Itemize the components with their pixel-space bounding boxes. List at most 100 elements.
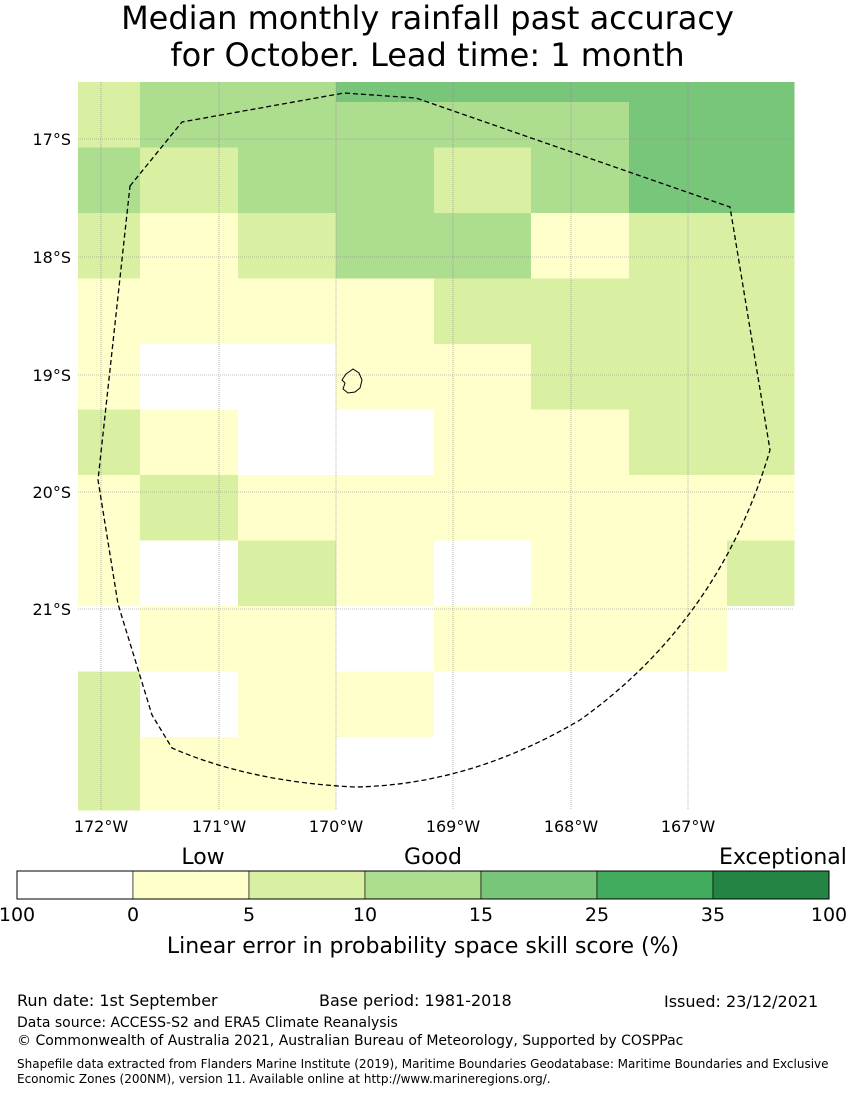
skill-cell [727,671,795,738]
skill-cell [336,147,435,214]
skill-cell [434,475,532,541]
colorbar-xlabel: Linear error in probability space skill … [167,934,679,959]
colorbar-swatch [712,870,830,900]
copyright: © Commonwealth of Australia 2021, Austra… [17,1033,684,1049]
skill-cell [140,737,239,811]
niue-island-outline [341,368,363,394]
skill-cell [434,213,532,279]
lon-tick-label: 168°W [544,817,599,836]
skill-cell [434,737,532,811]
skill-cell [629,409,728,476]
colorbar-swatch [132,870,250,900]
lat-tick-label: 21°S [32,600,71,619]
shapefile-credit: Shapefile data extracted from Flanders M… [17,1057,829,1086]
cb-tick-label: 35 [701,904,725,926]
cb-tick-label: 100 [0,904,35,926]
lat-tick-label: 18°S [32,248,71,267]
lon-tick-label: 172°W [74,817,129,836]
skill-cell [140,213,239,279]
eez-boundary [97,92,771,788]
skill-cell [434,278,532,345]
skill-cell [629,671,728,738]
skill-cell [629,147,728,214]
skill-cell [727,344,795,410]
skill-cell [434,606,532,672]
skill-cell [336,671,435,738]
skill-cell [336,278,435,345]
title-line-1: Median monthly rainfall past accuracy [121,0,734,37]
skill-cell [336,409,435,476]
colorbar-swatch [480,870,598,900]
skill-cell [238,475,337,541]
skill-cell [140,409,239,476]
skill-cell [78,147,141,214]
skill-cell [238,540,337,607]
skill-cell [727,82,795,148]
lat-tick-label: 17°S [32,130,71,149]
skill-cell [78,737,141,811]
skill-cell [238,344,337,410]
skill-cell [727,409,795,476]
skill-cell [531,147,630,214]
skill-cell [434,147,532,214]
colorbar-swatch [248,870,366,900]
skill-cell [434,671,532,738]
colorbar-swatch [596,870,714,900]
skill-cell [434,540,532,607]
skill-cell [238,147,337,214]
skill-cell [336,606,435,672]
skill-cell [336,737,435,811]
skill-cell [140,344,239,410]
cb-category-good: Good [404,845,462,870]
skill-cell [531,409,630,476]
skill-cell [531,475,630,541]
skill-cell [434,344,532,410]
graticule [78,82,794,810]
skill-cell [336,344,435,410]
colorbar-swatches [16,870,830,900]
skill-cell [531,671,630,738]
skill-cell [629,606,728,672]
skill-cell [629,475,728,541]
cb-category-low: Low [181,845,224,870]
colorbar-outline [16,870,830,900]
issued-date: Issued: 23/12/2021 [664,992,819,1011]
skill-cell [727,540,795,607]
skill-cell [531,278,630,345]
cb-category-exceptional: Exceptional [719,845,847,870]
skill-cell [78,409,141,476]
data-source: Data source: ACCESS-S2 and ERA5 Climate … [17,1015,398,1031]
skill-cell [336,82,629,102]
run-date: Run date: 1st September [17,991,218,1010]
base-period: Base period: 1981-2018 [319,991,512,1010]
skill-cell [629,344,728,410]
skill-grid [78,82,795,811]
skill-cell [238,82,337,148]
skill-cell [140,540,239,607]
skill-cell [78,671,141,738]
skill-cell [140,671,239,738]
skill-cell [140,278,239,345]
skill-cell [531,540,630,607]
skill-cell [531,213,630,279]
skill-cell [336,213,435,279]
lat-tick-label: 19°S [32,366,71,385]
cb-tick-label: 5 [243,904,255,926]
skill-cell [727,737,795,811]
skill-cell [238,737,337,811]
skill-cell [238,213,337,279]
skill-cell [78,213,141,279]
cb-tick-label: 25 [585,904,609,926]
skill-cell [78,606,141,672]
skill-cell [727,606,795,672]
lon-tick-label: 171°W [192,817,247,836]
lat-tick-label: 20°S [32,483,71,502]
skill-cell [727,475,795,541]
skill-cell [78,278,141,345]
skill-cell [531,737,630,811]
skill-cell [531,344,630,410]
skill-cell [336,475,435,541]
longitude-tick-labels: 172°W 171°W 170°W 169°W 168°W 167°W [74,817,716,836]
skill-cell [336,540,435,607]
